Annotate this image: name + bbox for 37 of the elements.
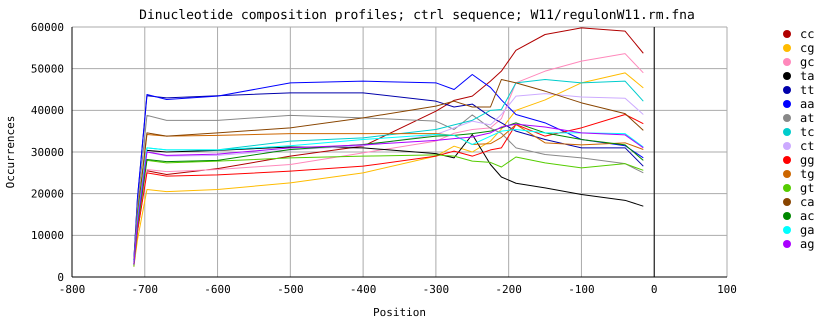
y-tick-label: 50000: [30, 62, 64, 76]
y-tick-label: 30000: [30, 146, 64, 159]
legend-label: tc: [800, 125, 814, 139]
legend-label: gc: [800, 55, 814, 69]
y-tick-label: 60000: [30, 20, 64, 34]
line-series: [133, 154, 644, 268]
legend-label: ga: [800, 223, 814, 237]
legend-label: gg: [800, 153, 814, 167]
y-tick-label: 20000: [30, 188, 64, 201]
legend-label: ct: [800, 139, 814, 153]
x-tick-label: -300: [422, 282, 450, 296]
x-tick-label: -200: [495, 282, 522, 296]
x-tick-label: -600: [204, 282, 231, 296]
legend-label: ca: [800, 195, 814, 209]
x-tick-label: -500: [277, 282, 304, 296]
y-axis-title: Occurrences: [4, 116, 17, 188]
x-tick-label: -800: [58, 282, 86, 296]
legend-label: ac: [800, 209, 814, 223]
legend-label: gt: [800, 181, 814, 195]
x-axis-title: Position: [373, 306, 426, 319]
legend-label: cc: [800, 27, 814, 41]
y-tick-label: 40000: [30, 104, 64, 118]
x-tick-label: -700: [132, 282, 158, 296]
legend-label: ta: [800, 69, 814, 83]
legend-label: tt: [800, 83, 814, 97]
legend-label: aa: [800, 97, 814, 111]
x-tick-label: -100: [568, 282, 595, 296]
y-tick-label: 0: [57, 270, 64, 284]
y-tick-label: 10000: [30, 229, 64, 242]
legend-label: at: [800, 111, 814, 125]
legend-label: cg: [800, 41, 814, 55]
chart-title: Dinucleotide composition profiles; ctrl sequence; W11/regulonW11.rm.fna: [139, 8, 695, 23]
x-tick-label: -400: [350, 282, 376, 296]
legend-label: tg: [800, 167, 814, 181]
legend-label: ag: [800, 237, 814, 251]
x-tick-label: 0: [650, 282, 658, 296]
x-tick-label: 100: [717, 282, 737, 296]
